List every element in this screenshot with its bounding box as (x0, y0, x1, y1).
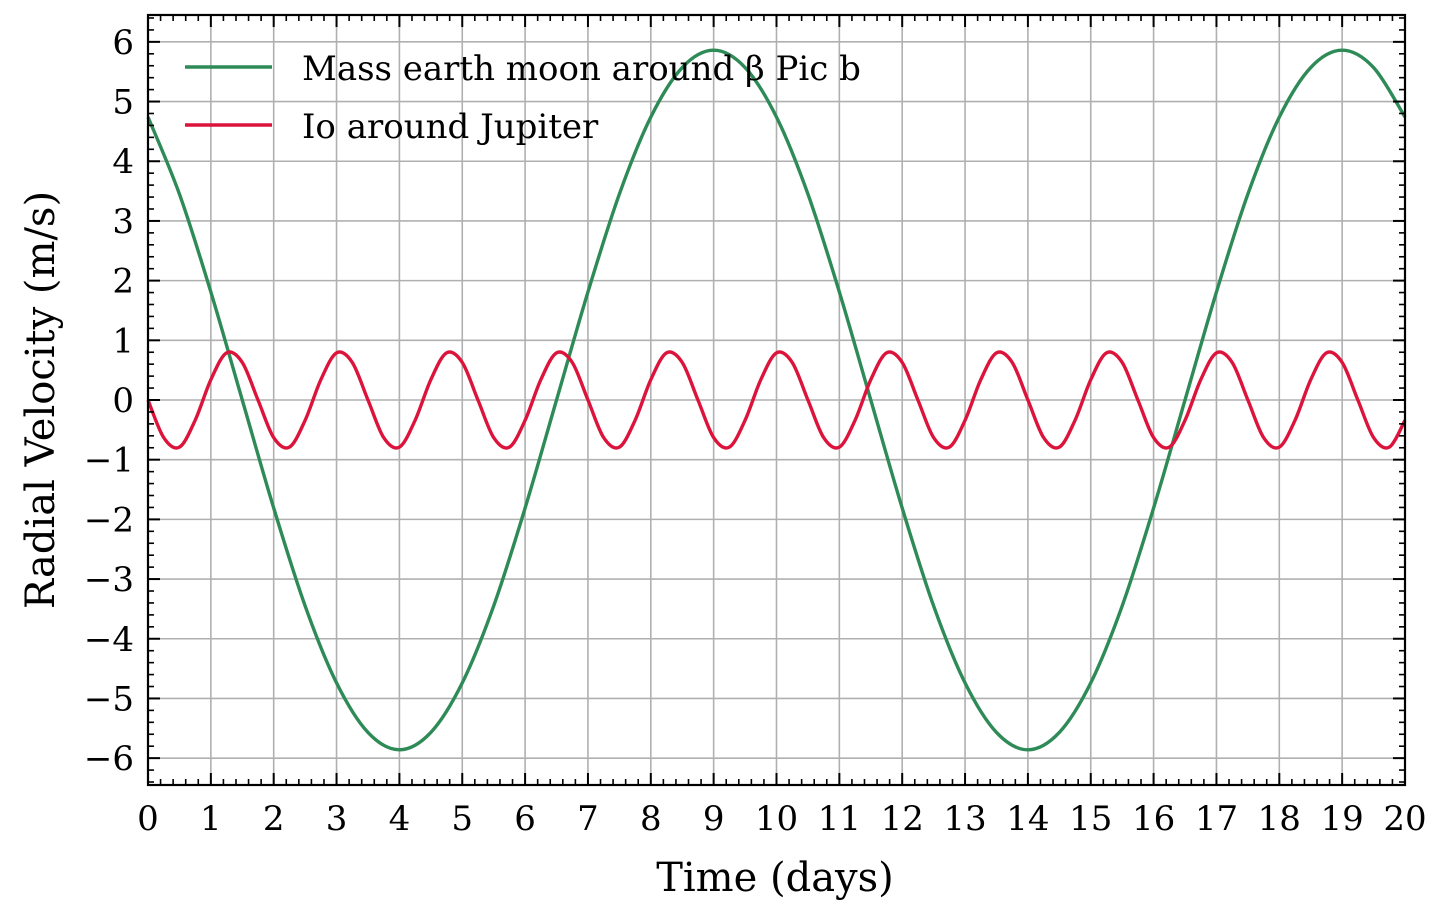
y-tick-label: −2 (84, 500, 134, 540)
y-tick-label: 5 (112, 83, 134, 123)
y-tick-label: 1 (112, 321, 134, 361)
y-tick-label: −6 (84, 739, 134, 779)
y-tick-label: −3 (84, 560, 134, 600)
grid (148, 15, 1405, 785)
x-tick-label: 20 (1383, 799, 1426, 839)
y-tick-label: −5 (84, 679, 134, 719)
x-tick-label: 14 (1006, 799, 1049, 839)
series-layer (146, 48, 1407, 752)
series-line-2 (146, 350, 1407, 450)
x-tick-label: 2 (263, 799, 285, 839)
x-tick-label: 10 (755, 799, 798, 839)
x-tick-label: 11 (818, 799, 861, 839)
y-tick-label: −1 (84, 441, 134, 481)
x-tick-label: 15 (1069, 799, 1112, 839)
y-tick-label: 4 (112, 142, 134, 182)
x-tick-label: 1 (200, 799, 222, 839)
x-tick-label: 3 (326, 799, 348, 839)
x-tick-label: 17 (1195, 799, 1238, 839)
x-axis-label: Time (days) (656, 855, 894, 901)
legend: Mass earth moon around β Pic b Io around… (185, 49, 861, 147)
ticks (147, 15, 1406, 785)
x-tick-label: 16 (1132, 799, 1175, 839)
series-line-1 (146, 48, 1407, 752)
x-tick-label: 7 (577, 799, 599, 839)
x-tick-label: 12 (881, 799, 924, 839)
y-tick-label: 0 (112, 381, 134, 421)
x-tick-label: 19 (1321, 799, 1364, 839)
tick-labels: 0 1 2 3 4 5 6 7 8 9 10 11 12 13 14 15 16 17 18 19 206543210−… (84, 23, 1427, 839)
x-tick-label: 5 (451, 799, 473, 839)
x-tick-label: 0 (137, 799, 159, 839)
x-tick-label: 18 (1258, 799, 1301, 839)
x-tick-label: 6 (514, 799, 536, 839)
x-tick-label: 4 (389, 799, 411, 839)
legend-label-series-1: Mass earth moon around β Pic b (302, 49, 861, 89)
x-tick-label: 13 (943, 799, 986, 839)
x-tick-label: 8 (640, 799, 662, 839)
y-tick-label: 2 (112, 262, 134, 302)
y-tick-label: 3 (112, 202, 134, 242)
y-axis-label: Radial Velocity (m/s) (18, 191, 64, 609)
x-tick-label: 9 (703, 799, 725, 839)
legend-label-series-2: Io around Jupiter (302, 107, 599, 147)
y-tick-label: 6 (112, 23, 134, 63)
y-tick-label: −4 (84, 620, 134, 660)
